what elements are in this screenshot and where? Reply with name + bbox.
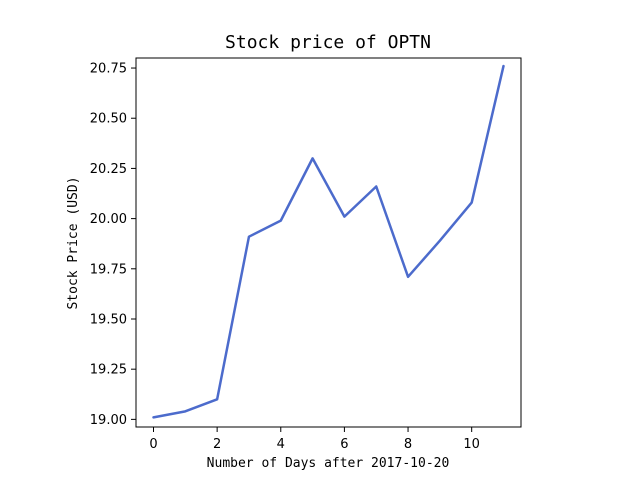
y-axis-label: Stock Price (USD) bbox=[66, 176, 81, 309]
chart-title: Stock price of OPTN bbox=[225, 32, 431, 53]
series-line bbox=[152, 64, 505, 419]
x-axis-ticks: 0 2 4 6 8 10 bbox=[149, 427, 480, 452]
x-tick-label: 2 bbox=[213, 437, 221, 452]
x-tick-label: 0 bbox=[149, 437, 157, 452]
y-tick-label: 20.50 bbox=[90, 112, 127, 127]
y-tick-label: 19.50 bbox=[90, 312, 127, 327]
y-tick-label: 20.25 bbox=[90, 162, 127, 177]
x-tick-label: 4 bbox=[277, 437, 285, 452]
x-tick-label: 10 bbox=[463, 437, 480, 452]
x-tick-label: 8 bbox=[404, 437, 412, 452]
y-tick-label: 19.00 bbox=[90, 413, 127, 428]
x-axis-label: Number of Days after 2017-10-20 bbox=[207, 456, 450, 471]
series-layer bbox=[152, 64, 505, 419]
y-tick-label: 19.25 bbox=[90, 363, 127, 378]
y-tick-label: 20.75 bbox=[90, 62, 127, 77]
y-tick-label: 20.00 bbox=[90, 212, 127, 227]
plot-frame bbox=[135, 57, 522, 428]
y-tick-label: 19.75 bbox=[90, 262, 127, 277]
x-tick-label: 6 bbox=[340, 437, 348, 452]
y-axis-ticks: 19.00 19.25 19.50 19.75 20.00 20.25 20.50 20.75 bbox=[90, 62, 136, 428]
